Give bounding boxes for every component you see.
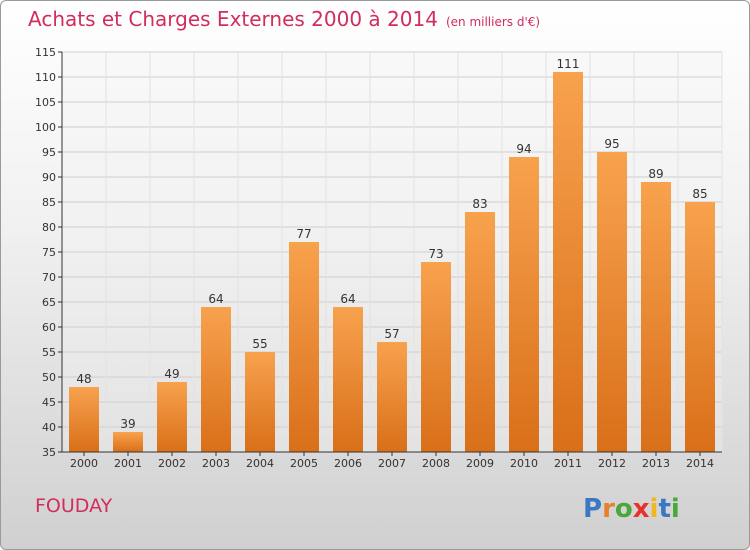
value-label: 89 [648,167,663,181]
x-tick-label: 2005 [290,457,318,470]
y-tick-label: 70 [42,271,56,284]
x-tick-label: 2010 [510,457,538,470]
x-tick-label: 2013 [642,457,670,470]
y-tick-label: 100 [35,121,56,134]
x-tick-label: 2011 [554,457,582,470]
bar [113,432,143,452]
logo-letter: i [650,494,659,524]
value-label: 49 [164,367,179,381]
bar [157,382,187,452]
x-tick-label: 2009 [466,457,494,470]
y-tick-label: 95 [42,146,56,159]
x-tick-label: 2014 [686,457,714,470]
y-tick-label: 60 [42,321,56,334]
logo-letter: r [602,494,615,524]
value-label: 111 [557,57,580,71]
bar [597,152,627,452]
y-tick-label: 65 [42,296,56,309]
chart-title: Achats et Charges Externes 2000 à 2014 (e… [28,7,540,31]
x-tick-label: 2008 [422,457,450,470]
x-tick-label: 2000 [70,457,98,470]
value-label: 57 [384,327,399,341]
bar [641,182,671,452]
value-label: 83 [472,197,487,211]
y-tick-label: 105 [35,96,56,109]
bar [377,342,407,452]
y-tick-label: 90 [42,171,56,184]
x-tick-label: 2002 [158,457,186,470]
value-label: 64 [340,292,355,306]
y-tick-label: 75 [42,246,56,259]
bar [289,242,319,452]
proxiti-logo: Proxiti [583,494,680,524]
value-label: 95 [604,137,619,151]
logo-letter: x [633,494,650,524]
x-tick-label: 2006 [334,457,362,470]
x-tick-label: 2012 [598,457,626,470]
commune-name: FOUDAY [35,495,113,517]
bar [201,307,231,452]
value-label: 55 [252,337,267,351]
y-tick-label: 45 [42,396,56,409]
y-tick-label: 40 [42,421,56,434]
logo-letter: P [583,494,602,524]
logo-letter: i [671,494,680,524]
y-tick-label: 110 [35,71,56,84]
y-tick-label: 55 [42,346,56,359]
y-tick-label: 50 [42,371,56,384]
logo-letter: o [615,494,633,524]
x-tick-label: 2004 [246,457,274,470]
bar [553,72,583,452]
y-tick-label: 85 [42,196,56,209]
x-tick-label: 2003 [202,457,230,470]
logo-text: Proxiti [583,494,680,524]
x-tick-label: 2007 [378,457,406,470]
bars: 48 39 49 64 55 77 64 57 73 83 94 111 95 89 85 [69,57,715,452]
y-tick-label: 35 [42,446,56,459]
value-label: 39 [120,417,135,431]
value-label: 94 [516,142,531,156]
value-label: 64 [208,292,223,306]
y-tick-label: 80 [42,221,56,234]
axes: 35 40 45 50 55 60 65 70 75 80 85 90 95 100 105 110 115 20… [35,46,722,470]
y-tick-label: 115 [35,46,56,59]
x-tick-label: 2001 [114,457,142,470]
value-label: 85 [692,187,707,201]
bar [69,387,99,452]
value-label: 77 [296,227,311,241]
value-label: 73 [428,247,443,261]
title-text: Achats et Charges Externes 2000 à 2014 [28,7,438,31]
chart-subtitle: (en milliers d'€) [445,15,541,29]
bar [465,212,495,452]
value-label: 48 [76,372,91,386]
bar [333,307,363,452]
logo-letter: t [658,494,670,524]
bar [245,352,275,452]
bar [685,202,715,452]
bar [509,157,539,452]
bar [421,262,451,452]
